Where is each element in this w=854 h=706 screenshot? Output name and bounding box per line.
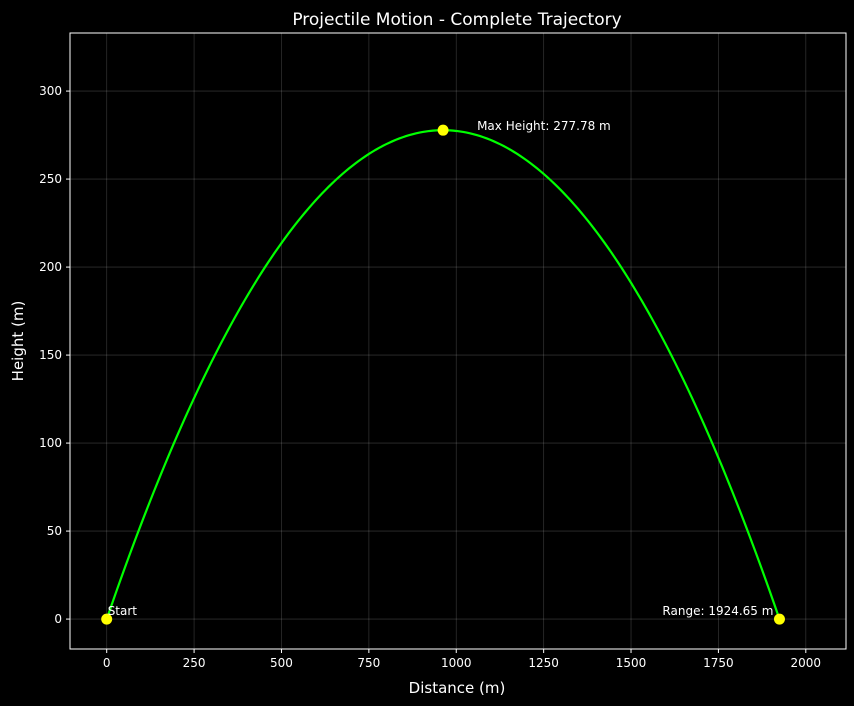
x-tick-label: 750	[357, 656, 380, 670]
max-height-marker	[437, 124, 449, 136]
start-label: Start	[108, 604, 138, 618]
x-tick-label: 1000	[441, 656, 472, 670]
y-axis-label: Height (m)	[9, 301, 27, 382]
x-tick-label: 2000	[791, 656, 822, 670]
x-tick-label: 1500	[616, 656, 647, 670]
plot-frame	[69, 32, 847, 650]
x-tick-label: 0	[103, 656, 111, 670]
y-tick-label: 0	[54, 612, 62, 626]
chart-title: Projectile Motion - Complete Trajectory	[292, 10, 621, 30]
y-tick-label: 50	[47, 524, 62, 538]
y-tick-label: 300	[39, 84, 62, 98]
y-tick-label: 150	[39, 348, 62, 362]
range-marker	[773, 613, 785, 625]
start-marker	[101, 613, 113, 625]
max-height-label: Max Height: 277.78 m	[477, 119, 611, 133]
x-tick-label: 500	[270, 656, 293, 670]
y-tick-label: 200	[39, 260, 62, 274]
y-tick-label: 250	[39, 172, 62, 186]
x-tick-label: 1750	[703, 656, 734, 670]
grid-lines	[70, 33, 846, 649]
axis-ticks: 0 250 500 750 1000 1250 1500 1750 2000 0 50 100 150 2…	[39, 84, 821, 670]
x-tick-label: 1250	[528, 656, 559, 670]
x-axis-label: Distance (m)	[409, 679, 506, 697]
y-tick-label: 100	[39, 436, 62, 450]
marker-layer: Start Max Height: 277.78 m Range: 1924.65 …	[101, 119, 785, 625]
x-tick-label: 250	[183, 656, 206, 670]
range-label: Range: 1924.65 m	[662, 604, 773, 618]
